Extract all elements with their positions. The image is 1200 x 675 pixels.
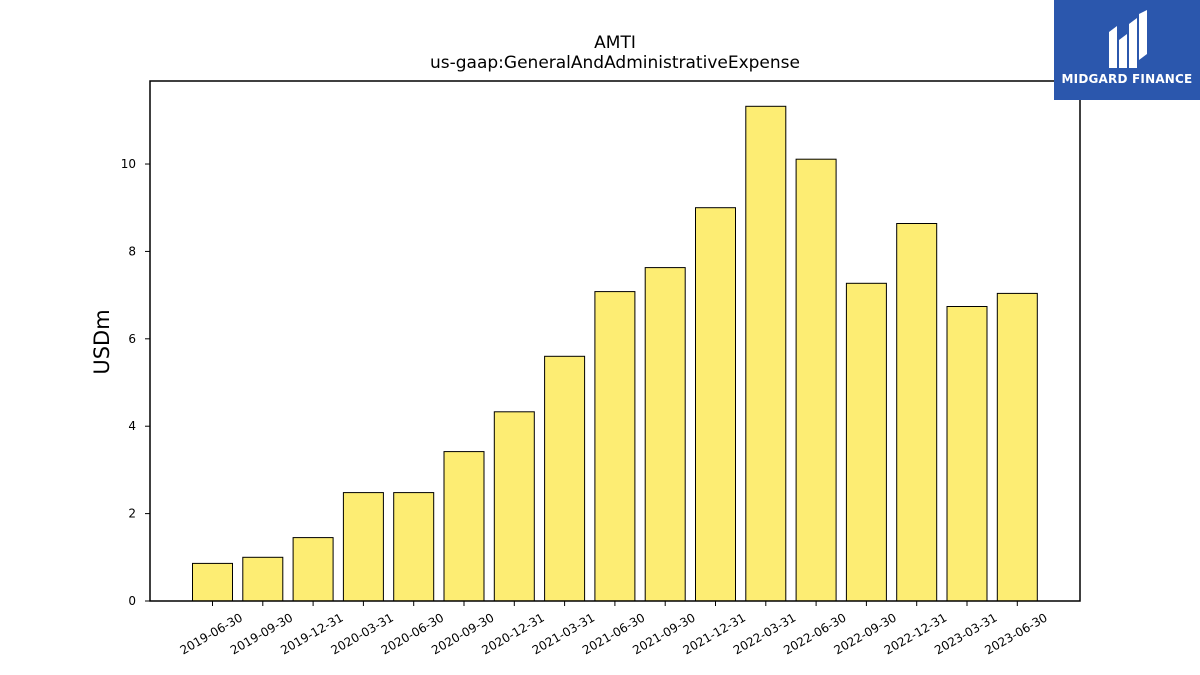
y-axis-label: USDm [90, 309, 114, 374]
bar-2023-03-31 [946, 306, 988, 602]
y-tick-label: 4 [128, 419, 136, 433]
bar-2020-12-31 [493, 411, 535, 602]
bar-2020-09-30 [443, 451, 485, 602]
bar-2020-03-31 [342, 492, 384, 602]
bar-2022-03-31 [745, 105, 787, 602]
bar-2022-06-30 [795, 158, 837, 602]
bar-2021-09-30 [644, 267, 686, 602]
y-tick-label: 10 [121, 157, 136, 171]
plot-frame [149, 80, 1081, 602]
bar-2019-12-31 [292, 537, 334, 602]
bar-2022-09-30 [845, 282, 887, 602]
y-axis-ticks: 0 2 4 6 8 10 [121, 157, 150, 608]
bar-2021-03-31 [544, 355, 586, 602]
logo-text: MIDGARD FINANCE [1061, 72, 1193, 86]
bars-layer [192, 105, 1038, 602]
y-tick-label: 6 [128, 332, 136, 346]
midgard-m-logo-icon [1109, 10, 1147, 68]
bar-2020-06-30 [393, 492, 435, 602]
x-axis-ticks: 2019-06-302019-09-302019-12-312020-03-31… [178, 601, 1050, 657]
chart-subtitle: us-gaap:GeneralAndAdministrativeExpense [430, 53, 800, 73]
bar-2019-06-30 [192, 562, 233, 602]
y-tick-label: 8 [128, 244, 136, 258]
bar-2022-12-31 [896, 223, 938, 602]
brand-logo: MIDGARD FINANCE [1054, 0, 1200, 100]
bar-2021-12-31 [695, 207, 736, 602]
bar-2021-06-30 [594, 291, 636, 602]
y-tick-label: 0 [128, 594, 136, 608]
chart-title: AMTI [594, 33, 636, 53]
y-tick-label: 2 [128, 507, 136, 521]
bar-2019-09-30 [242, 556, 284, 602]
bar-2023-06-30 [996, 292, 1038, 602]
